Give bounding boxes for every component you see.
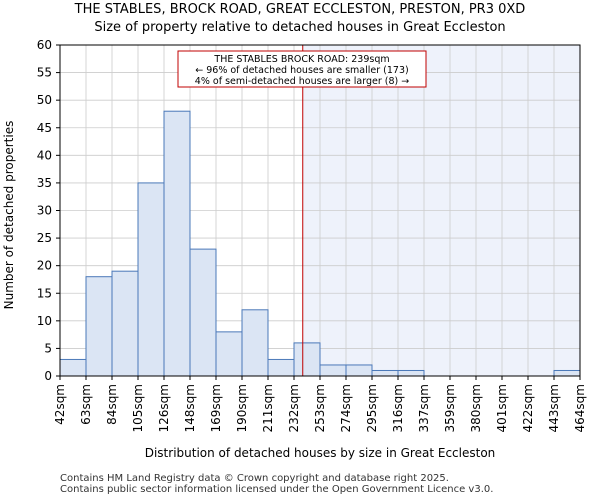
y-tick-label: 60: [37, 38, 52, 52]
histogram-bar: [111, 270, 139, 377]
x-tick-label: 232sqm: [287, 384, 301, 432]
x-tick-label: 380sqm: [469, 384, 483, 432]
histogram-bar: [553, 369, 581, 377]
bars: [59, 110, 581, 377]
annotation-line-1: THE STABLES BROCK ROAD: 239sqm: [213, 54, 389, 65]
histogram-bar: [163, 110, 191, 377]
histogram-bar: [189, 248, 217, 377]
footer-licence: Contains public sector information licen…: [60, 484, 494, 495]
x-tick-label: 169sqm: [209, 384, 223, 432]
y-tick-label: 40: [37, 148, 52, 162]
histogram-bar: [137, 182, 165, 377]
y-tick-label: 35: [37, 176, 52, 190]
x-tick-label: 126sqm: [157, 384, 171, 432]
x-tick-label: 63sqm: [79, 384, 93, 425]
annotation-line-2: ← 96% of detached houses are smaller (17…: [195, 65, 408, 76]
x-tick-label: 422sqm: [521, 384, 535, 432]
y-tick-label: 15: [37, 286, 52, 300]
y-tick-label: 20: [37, 259, 52, 273]
y-tick-label: 25: [37, 231, 52, 245]
y-tick-label: 45: [37, 121, 52, 135]
histogram-bar: [59, 358, 87, 377]
histogram-bar: [371, 369, 399, 377]
x-tick-label: 443sqm: [547, 384, 561, 432]
histogram-bar: [319, 364, 347, 377]
x-axis-ticks: 42sqm 63sqm 84sqm 105sqm 126sqm 148sqm 169sqm 1…: [53, 376, 587, 432]
x-tick-label: 42sqm: [53, 384, 67, 425]
annotation-line-3: 4% of semi-detached houses are larger (8…: [195, 76, 409, 87]
x-tick-label: 359sqm: [443, 384, 457, 432]
x-tick-label: 464sqm: [573, 384, 587, 432]
histogram-bar: [215, 331, 243, 377]
x-tick-label: 105sqm: [131, 384, 145, 432]
histogram-bar: [241, 309, 269, 377]
y-tick-label: 55: [37, 66, 52, 80]
x-tick-label: 295sqm: [365, 384, 379, 432]
y-tick-label: 30: [37, 204, 52, 218]
annotation-box: THE STABLES BROCK ROAD: 239sqm ← 96% of …: [177, 50, 427, 88]
histogram-bar: [267, 358, 295, 377]
chart-subtitle: Size of property relative to detached ho…: [94, 20, 506, 35]
footer-copyright: Contains HM Land Registry data © Crown c…: [60, 473, 449, 484]
x-tick-label: 316sqm: [391, 384, 405, 432]
histogram-bar: [85, 276, 113, 377]
x-axis-label: Distribution of detached houses by size …: [145, 446, 496, 460]
histogram-bar: [397, 369, 425, 377]
x-tick-label: 190sqm: [235, 384, 249, 432]
y-tick-label: 5: [44, 341, 52, 355]
x-tick-label: 253sqm: [313, 384, 327, 432]
y-tick-label: 10: [37, 314, 52, 328]
y-tick-label: 0: [44, 369, 52, 383]
x-tick-label: 401sqm: [495, 384, 509, 432]
chart-title: THE STABLES, BROCK ROAD, GREAT ECCLESTON…: [74, 2, 526, 17]
histogram-bar: [293, 342, 321, 377]
histogram-bar: [345, 364, 373, 377]
x-tick-label: 274sqm: [339, 384, 353, 432]
x-tick-label: 148sqm: [183, 384, 197, 432]
y-tick-label: 50: [37, 93, 52, 107]
y-axis-label: Number of detached properties: [2, 121, 16, 310]
x-tick-label: 84sqm: [105, 384, 119, 425]
x-tick-label: 337sqm: [417, 384, 431, 432]
y-axis-ticks: 0 5 10 15 20 25 30 35 40 45 50 55 60: [37, 38, 60, 383]
x-tick-label: 211sqm: [261, 384, 275, 432]
